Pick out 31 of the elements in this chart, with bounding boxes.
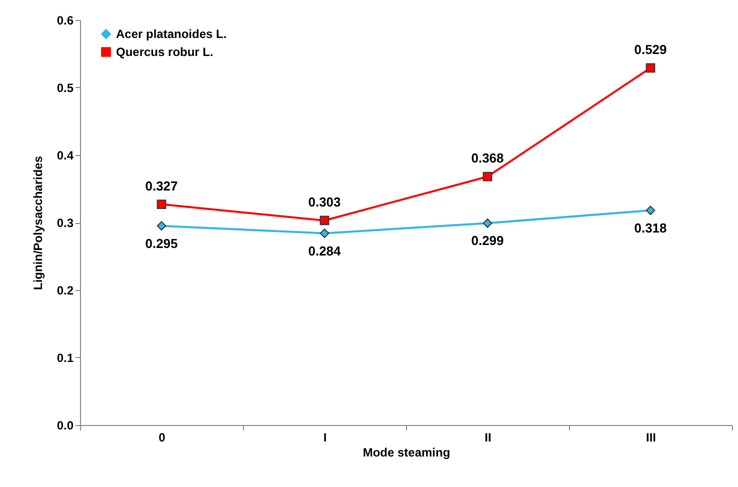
point [482, 172, 492, 182]
point [156, 221, 166, 231]
data-label: 0.284 [308, 243, 342, 258]
data-label: 0.295 [145, 236, 178, 251]
x-tick-label: II [484, 430, 492, 444]
y-axis-title: Lignin/Polysaccharides [30, 156, 45, 290]
y-tick-label: 0.6 [56, 14, 74, 28]
data-label: 0.327 [145, 178, 178, 194]
point [482, 218, 492, 228]
point [646, 206, 656, 216]
data-label: 0.303 [308, 194, 341, 210]
point [646, 63, 656, 73]
point [320, 216, 330, 226]
y-tick-label: 0.0 [56, 418, 74, 432]
data-label: 0.368 [471, 150, 504, 166]
point [320, 228, 330, 238]
point [156, 200, 166, 209]
y-tick-label: 0.4 [56, 148, 74, 162]
data-label: 0.299 [471, 233, 504, 248]
legend-label: Acer platanoides L. [116, 27, 227, 41]
y-tick-label: 0.2 [56, 284, 74, 298]
data-label: 0.529 [634, 42, 667, 57]
x-tick-label: I [323, 430, 327, 444]
data-label: 0.318 [634, 220, 667, 236]
legend-label: Quercus robur L. [116, 45, 214, 59]
x-tick-label: 0 [158, 430, 166, 444]
x-axis-title: Mode steaming [362, 446, 450, 460]
y-tick-label: 0.1 [56, 351, 74, 365]
y-tick-label: 0.3 [56, 216, 74, 230]
x-tick-label: III [646, 430, 656, 444]
y-tick-label: 0.5 [56, 81, 74, 95]
